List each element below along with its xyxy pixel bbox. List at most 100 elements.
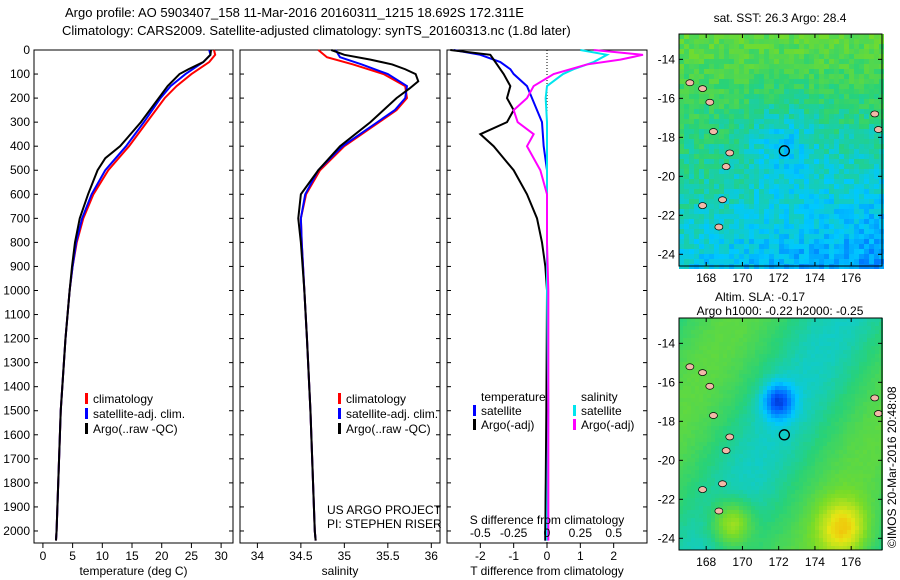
map-cell <box>694 109 699 114</box>
map-cell <box>699 434 703 438</box>
map-cell <box>794 74 799 79</box>
map-cell <box>839 430 843 434</box>
map-cell <box>731 446 735 450</box>
map-cell <box>783 414 787 418</box>
map-cell <box>744 239 749 244</box>
map-cell <box>783 370 787 374</box>
map-cell <box>795 406 799 410</box>
map-cell <box>769 184 774 189</box>
map-cell <box>699 402 703 406</box>
map-cell <box>864 69 869 74</box>
map-cell <box>815 358 819 362</box>
map-cell <box>867 362 871 366</box>
map-cell <box>707 322 711 326</box>
legend-swatch <box>573 405 576 416</box>
map-cell <box>811 346 815 350</box>
map-cell <box>699 506 703 510</box>
map-cell <box>747 370 751 374</box>
map-cell <box>744 159 749 164</box>
map-cell <box>809 64 814 69</box>
map-cell <box>719 370 723 374</box>
map-cell <box>851 430 855 434</box>
map-cell <box>719 366 723 370</box>
map-cell <box>824 49 829 54</box>
map-cell <box>839 370 843 374</box>
map-cell <box>751 318 755 322</box>
map-cell <box>811 450 815 454</box>
map-cell <box>844 139 849 144</box>
map-cell <box>829 134 834 139</box>
map-cell <box>743 330 747 334</box>
lon-tick-label: 172 <box>769 271 789 285</box>
map-cell <box>734 249 739 254</box>
map-cell <box>755 390 759 394</box>
map-cell <box>869 89 874 94</box>
map-cell <box>709 104 714 109</box>
map-cell <box>809 144 814 149</box>
map-cell <box>703 354 707 358</box>
map-cell <box>855 498 859 502</box>
map-cell <box>864 179 869 184</box>
map-cell <box>831 510 835 514</box>
map-cell <box>874 189 879 194</box>
map-cell <box>869 239 874 244</box>
map-cell <box>794 114 799 119</box>
map-cell <box>687 418 691 422</box>
map-cell <box>694 84 699 89</box>
map-cell <box>694 89 699 94</box>
map-cell <box>829 69 834 74</box>
map-cell <box>779 169 784 174</box>
map-cell <box>784 199 789 204</box>
map-cell <box>803 482 807 486</box>
map-cell <box>684 239 689 244</box>
map-cell <box>744 219 749 224</box>
map-cell <box>679 418 683 422</box>
map-cell <box>871 478 875 482</box>
map-cell <box>727 394 731 398</box>
map-cell <box>823 462 827 466</box>
map-cell <box>859 418 863 422</box>
map-cell <box>869 144 874 149</box>
map-cell <box>739 174 744 179</box>
map-cell <box>735 502 739 506</box>
map-cell <box>719 139 724 144</box>
map-cell <box>819 430 823 434</box>
map-cell <box>879 386 883 390</box>
map-cell <box>879 382 883 386</box>
map-cell <box>867 410 871 414</box>
map-cell <box>734 239 739 244</box>
map-cell <box>699 330 703 334</box>
map-cell <box>734 99 739 104</box>
map-cell <box>689 59 694 64</box>
map-cell <box>689 249 694 254</box>
map-cell <box>749 159 754 164</box>
map-cell <box>847 518 851 522</box>
map-cell <box>763 342 767 346</box>
map-cell <box>763 506 767 510</box>
map-cell <box>849 139 854 144</box>
map-cell <box>827 454 831 458</box>
map-cell <box>809 149 814 154</box>
map-cell <box>729 184 734 189</box>
map-cell <box>687 442 691 446</box>
map-cell <box>795 370 799 374</box>
map-cell <box>819 214 824 219</box>
map-cell <box>754 59 759 64</box>
map-cell <box>739 442 743 446</box>
map-cell <box>727 466 731 470</box>
map-cell <box>879 466 883 470</box>
map-cell <box>714 159 719 164</box>
map-cell <box>855 502 859 506</box>
map-cell <box>795 318 799 322</box>
map-cell <box>775 430 779 434</box>
map-cell <box>763 378 767 382</box>
map-cell <box>854 184 859 189</box>
map-cell <box>759 59 764 64</box>
map-cell <box>855 474 859 478</box>
map-cell <box>811 362 815 366</box>
map-cell <box>855 458 859 462</box>
map-cell <box>831 458 835 462</box>
map-cell <box>859 526 863 530</box>
map-cell <box>847 322 851 326</box>
map-cell <box>789 94 794 99</box>
